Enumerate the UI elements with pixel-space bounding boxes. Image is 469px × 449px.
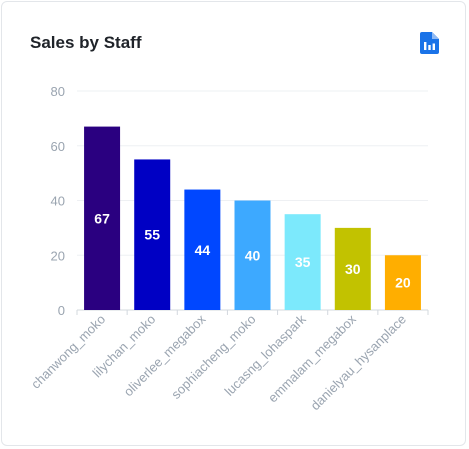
y-tick-label: 40 [51, 194, 65, 209]
data-label: 20 [395, 275, 411, 291]
y-tick-label: 20 [51, 248, 65, 263]
bar [134, 159, 171, 310]
data-label: 67 [94, 210, 110, 226]
data-label: 44 [195, 242, 211, 258]
x-tick-label: emmalam_megabox [265, 311, 359, 405]
bar [184, 189, 221, 310]
data-label: 40 [245, 247, 261, 263]
x-tick-label: chanwong_moko [28, 312, 108, 392]
bar [234, 200, 271, 310]
bar [334, 227, 371, 310]
data-label: 35 [295, 254, 311, 270]
data-label: 55 [144, 227, 160, 243]
bar [384, 255, 421, 310]
y-tick-label: 60 [51, 139, 65, 154]
x-tick-label: sophiacheng_moko [168, 312, 258, 402]
y-tick-label: 0 [58, 303, 65, 318]
y-tick-label: 80 [51, 84, 65, 99]
card-title: Sales by Staff [30, 33, 142, 52]
bar [84, 126, 121, 311]
bar [284, 214, 321, 310]
data-label: 30 [345, 261, 361, 277]
x-tick-label: danielyau_hysanplace [307, 312, 409, 414]
report-document-icon[interactable] [420, 32, 439, 54]
